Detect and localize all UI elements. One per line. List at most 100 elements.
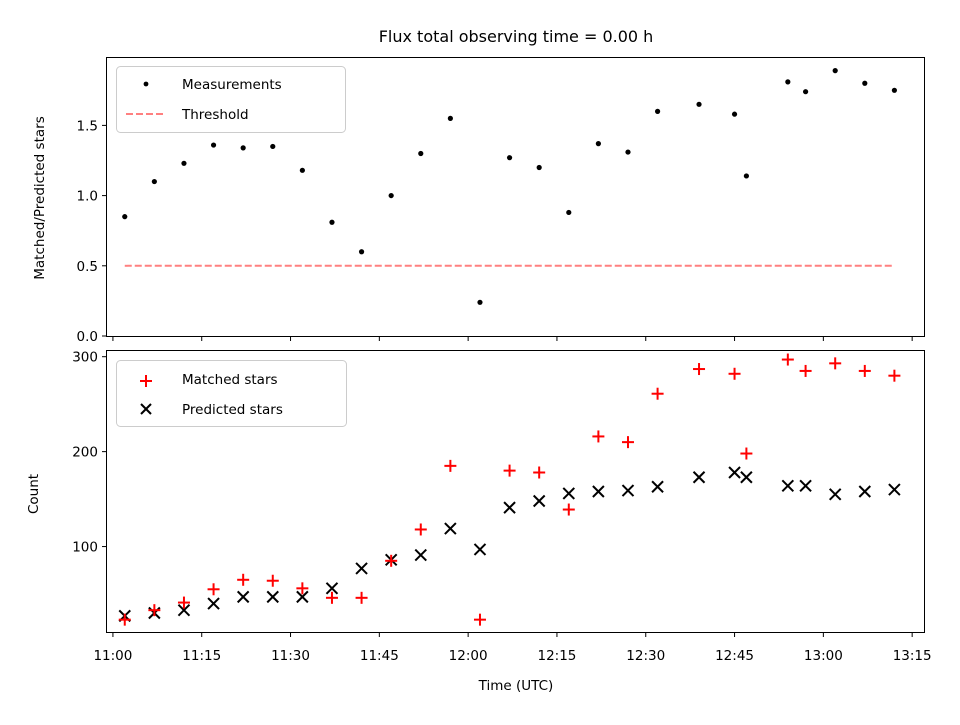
predicted-point <box>781 479 795 493</box>
matched-point <box>651 387 664 400</box>
matched-point <box>118 613 131 626</box>
bottom-legend-box <box>116 360 347 427</box>
x-tick-label: 12:45 <box>715 648 754 664</box>
predicted-point <box>828 488 842 501</box>
legend-label-measurements: Measurements <box>182 77 282 93</box>
measurement-point <box>506 155 513 161</box>
measurement-point <box>418 150 424 157</box>
measurement-point <box>625 149 631 155</box>
bottom-y-tick-label: 100 <box>72 540 98 556</box>
top-legend: Measurements Threshold <box>116 66 346 133</box>
predicted-point <box>592 485 605 498</box>
matched-point <box>207 583 220 596</box>
x-axis-label: Time (UTC) <box>478 678 554 694</box>
matched-point <box>888 369 901 382</box>
x-tick-label: 12:00 <box>449 648 488 664</box>
measurement-point <box>358 249 365 255</box>
matched-point <box>829 357 842 370</box>
matched-point <box>177 596 190 609</box>
matched-point <box>533 466 546 479</box>
measurement-point <box>210 142 217 148</box>
predicted-point <box>177 603 191 617</box>
top-y-tick-label: 0.5 <box>77 259 98 275</box>
matched-point <box>728 367 741 380</box>
predicted-point <box>355 562 368 575</box>
bottom-legend: Matched stars Predicted stars <box>116 360 347 427</box>
matched-point <box>503 464 516 477</box>
predicted-point <box>799 479 812 493</box>
measurement-point <box>181 160 187 166</box>
matched-point <box>799 364 812 377</box>
matched-point <box>148 604 161 617</box>
predicted-point <box>503 501 516 514</box>
x-tick-label: 11:45 <box>360 648 399 664</box>
measurement-point <box>151 178 157 185</box>
predicted-point <box>651 480 664 493</box>
matched-point <box>266 574 279 587</box>
matched-point <box>473 613 486 626</box>
chart-title: Flux total observing time = 0.00 h <box>379 27 654 46</box>
bottom-axes-frame <box>106 350 925 633</box>
predicted-point <box>621 484 635 497</box>
measurement-point <box>891 87 897 93</box>
predicted-point <box>444 522 457 535</box>
x-tick-label: 11:00 <box>93 648 132 664</box>
legend-label-matched: Matched stars <box>182 372 278 388</box>
legend-marker-measurements <box>143 81 149 87</box>
measurement-point <box>122 214 128 220</box>
top-plot-area <box>122 68 897 305</box>
predicted-point <box>562 487 575 500</box>
predicted-point <box>692 471 706 484</box>
matched-point <box>562 503 575 516</box>
predicted-point <box>266 590 279 604</box>
bottom-x-ticks: 11:00 11:15 11:30 11:45 12:00 12:15 12:30 12:45… <box>93 632 932 664</box>
x-tick-label: 12:30 <box>626 648 665 664</box>
legend-marker-predicted <box>140 403 152 415</box>
predicted-point <box>207 597 220 610</box>
top-y-tick-label: 0.0 <box>77 329 98 345</box>
measurement-point <box>299 167 305 173</box>
top-y-ticks: 0.0 0.5 1.0 1.5 <box>77 118 107 345</box>
measurement-point <box>477 299 483 305</box>
matched-point <box>385 554 398 567</box>
measurement-point <box>785 79 791 85</box>
top-axes-frame <box>106 57 925 337</box>
ratio-panel: Flux total observing time = 0.00 h Match… <box>32 27 925 345</box>
measurement-point <box>536 164 542 171</box>
measurement-point <box>240 145 246 151</box>
matched-point <box>740 447 753 460</box>
x-tick-label: 11:30 <box>271 648 310 664</box>
predicted-point <box>414 548 427 562</box>
predicted-point <box>888 483 901 496</box>
measurement-point <box>862 80 868 86</box>
predicted-point <box>728 466 741 479</box>
x-tick-label: 13:00 <box>804 648 843 664</box>
matched-point <box>355 591 368 604</box>
bottom-y-ticks: 100 200 300 <box>72 350 107 556</box>
x-tick-label: 11:15 <box>182 648 221 664</box>
matched-point <box>237 573 250 586</box>
bottom-y-tick-label: 200 <box>72 445 98 461</box>
measurement-point <box>388 192 394 199</box>
measurement-point <box>696 101 702 107</box>
measurement-point <box>447 115 453 121</box>
measurement-point <box>802 89 809 95</box>
matched-point <box>693 363 706 376</box>
top-y-tick-label: 1.0 <box>77 189 98 205</box>
measurement-point <box>329 219 335 225</box>
predicted-point <box>325 582 339 595</box>
measurement-point <box>270 143 276 150</box>
predicted-point <box>473 543 487 556</box>
predicted-point <box>740 471 753 484</box>
matched-point <box>858 364 871 377</box>
legend-marker-matched <box>140 375 152 387</box>
legend-label-threshold: Threshold <box>181 107 249 123</box>
matched-point <box>296 582 309 595</box>
measurement-point <box>595 141 601 147</box>
predicted-point <box>296 590 309 604</box>
top-legend-box <box>116 66 346 133</box>
legend-label-predicted: Predicted stars <box>182 402 283 418</box>
